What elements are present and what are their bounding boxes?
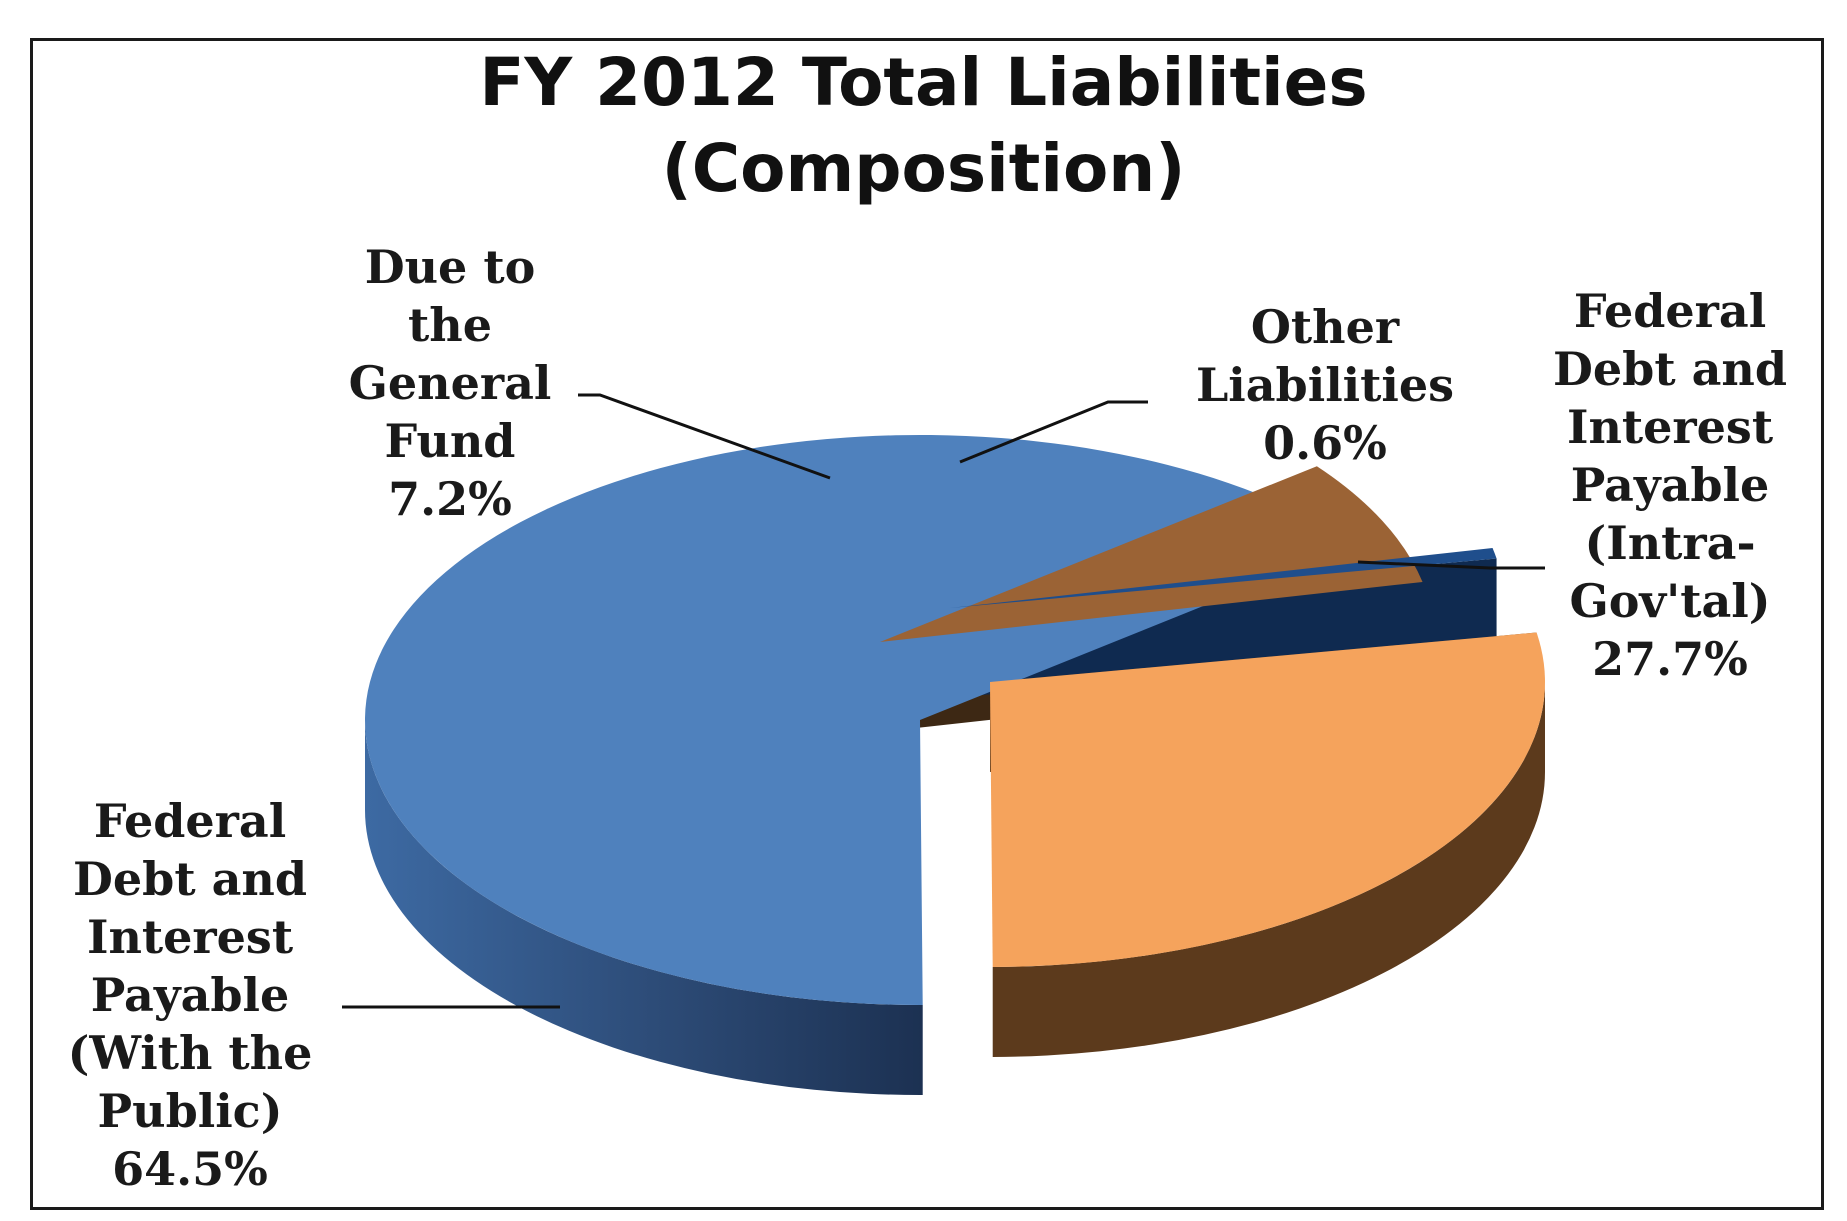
label-line: General [348, 356, 552, 410]
chart-title: FY 2012 Total Liabilities [479, 44, 1368, 121]
label-line: Gov'tal) [1569, 574, 1771, 628]
slice-general [880, 466, 1423, 642]
label-line: Liabilities [1195, 358, 1455, 412]
label-value: 7.2% [388, 472, 512, 526]
slice-intra [990, 632, 1546, 967]
leader-line-general [578, 393, 831, 480]
label-line: Payable [1570, 458, 1770, 512]
leader-line-other [959, 400, 1148, 464]
label-line: (With the [67, 1026, 313, 1080]
label-line: Debt and [73, 852, 307, 906]
label-line: Due to [364, 240, 536, 294]
label-value: 64.5% [112, 1142, 268, 1196]
slice-side-public [365, 720, 923, 1095]
label-line: Interest [1566, 400, 1774, 454]
label-line: (Intra- [1584, 516, 1756, 570]
chart-subtitle: (Composition) [661, 130, 1186, 207]
slice-label-other-liabilities: Other Liabilities 0.6% [1160, 298, 1490, 472]
label-line: Federal [93, 794, 287, 848]
label-line: Interest [86, 910, 294, 964]
leader-line-intra [1357, 560, 1545, 570]
label-line: Fund [384, 414, 516, 468]
label-line: Debt and [1553, 342, 1787, 396]
label-value: 0.6% [1263, 416, 1387, 470]
label-line: Payable [90, 968, 290, 1022]
slice-label-general-fund: Due to the General Fund 7.2% [300, 238, 600, 528]
label-line: Public) [97, 1084, 283, 1138]
label-line: Federal [1573, 284, 1767, 338]
slice-label-intragovernmental: Federal Debt and Interest Payable (Intra… [1520, 282, 1820, 688]
label-line: Other [1250, 300, 1400, 354]
label-line: the [408, 298, 492, 352]
slice-cut-other [950, 558, 1497, 698]
label-value: 27.7% [1592, 632, 1748, 686]
slice-label-with-the-public: Federal Debt and Interest Payable (With … [40, 792, 340, 1198]
slice-side-intra [992, 682, 1546, 1057]
